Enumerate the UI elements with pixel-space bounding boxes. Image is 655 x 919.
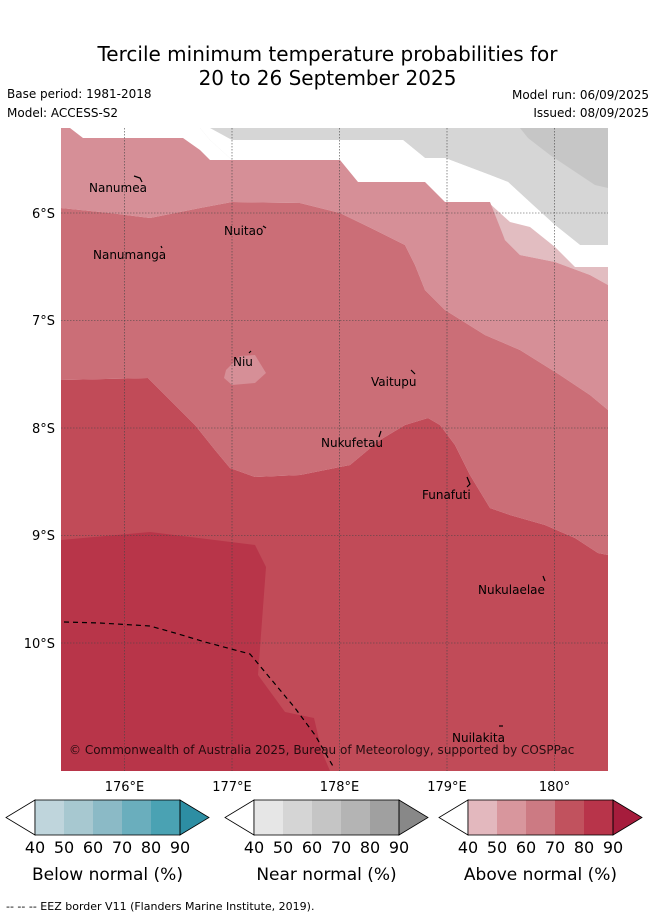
lon-tick-label: 176°E (105, 780, 145, 795)
below-normal-colorbar-low-extend (5, 799, 36, 836)
above-normal-colorbar-high-extend (612, 799, 643, 836)
island-marks (133, 175, 546, 727)
place-label-nuitao: Nuitao (224, 224, 263, 238)
place-label-nukufetau: Nukufetau (321, 436, 383, 450)
above-normal-colorbar-segment (555, 800, 584, 835)
place-label-funafuti: Funafuti (422, 488, 471, 502)
below-normal-colorbar-tick-label: 90 (170, 838, 190, 857)
near-normal-colorbar-tick-label: 70 (331, 838, 351, 857)
below-normal-colorbar-tick-label: 40 (25, 838, 45, 857)
near-normal-colorbar-high-extend (398, 799, 429, 836)
near-normal-colorbar-tick-label: 60 (302, 838, 322, 857)
base-period: Base period: 1981-2018 (7, 87, 152, 101)
place-label-nanumanga: Nanumanga (93, 248, 166, 262)
near-normal-high-region (520, 128, 608, 188)
above-normal-colorbar-tick-label: 40 (458, 838, 478, 857)
above-normal-colorbar-segment (526, 800, 555, 835)
above-normal-colorbar-segment (497, 800, 526, 835)
copyright-notice: © Commonwealth of Australia 2025, Bureau… (69, 743, 574, 757)
place-label-niu: Niu (233, 355, 253, 369)
probability-fields (61, 128, 608, 771)
near-normal-colorbar-title: Near normal (%) (256, 865, 396, 885)
below-normal-colorbar-tick-label: 60 (83, 838, 103, 857)
lon-tick-label: 180° (539, 780, 570, 795)
place-label-nanumea: Nanumea (89, 181, 147, 195)
lon-tick-label: 177°E (212, 780, 252, 795)
near-normal-colorbar-tick-label: 90 (389, 838, 409, 857)
above-normal-70-region (61, 532, 330, 771)
map-title-line1: Tercile minimum temperature probabilitie… (97, 42, 558, 66)
lat-tick-label: 7°S (32, 314, 55, 329)
map-title-line2: 20 to 26 September 2025 (198, 66, 457, 90)
above-normal-colorbar-segment (468, 800, 497, 835)
eez-footer-note: -- -- -- EEZ border V11 (Flanders Marine… (6, 900, 315, 913)
below-normal-colorbar-title: Below normal (%) (32, 865, 183, 885)
below-normal-colorbar-segment (35, 800, 64, 835)
above-normal-colorbar-tick-label: 90 (603, 838, 623, 857)
lon-tick-label: 178°E (320, 780, 360, 795)
above-normal-colorbar-tick-label: 60 (516, 838, 536, 857)
lat-tick-label: 6°S (32, 207, 55, 222)
above-normal-colorbar: 40 50 60 70 80 90 Above normal (%) (438, 799, 643, 885)
near-normal-colorbar-outline (253, 799, 400, 836)
above-normal-40-region (61, 128, 608, 410)
place-label-nuilakita: Nuilakita (452, 731, 505, 745)
above-normal-colorbar-tick-label: 50 (487, 838, 507, 857)
near-normal-colorbar-tick-label: 40 (244, 838, 264, 857)
lat-tick-label: 8°S (32, 422, 55, 437)
below-normal-colorbar: 40 50 60 70 80 90 Below normal (%) (5, 799, 210, 885)
model-run: Model run: 06/09/2025 (511, 88, 649, 102)
above-normal-pale-region (488, 202, 608, 285)
above-normal-colorbar-low-extend (438, 799, 469, 836)
below-normal-colorbar-tick-label: 70 (112, 838, 132, 857)
near-normal-colorbar-tick-label: 50 (273, 838, 293, 857)
near-normal-colorbar-segment (283, 800, 312, 835)
near-normal-colorbar-tick-label: 80 (360, 838, 380, 857)
below-normal-colorbar-segment (93, 800, 122, 835)
near-normal-colorbar-segment (341, 800, 370, 835)
above-normal-colorbar-segment (584, 800, 613, 835)
below-normal-colorbar-segment (151, 800, 180, 835)
place-label-vaitupu: Vaitupu (371, 375, 417, 389)
below-normal-colorbar-high-extend (179, 799, 210, 836)
issued-date: Issued: 08/09/2025 (533, 106, 649, 120)
no-data-strip (61, 128, 608, 265)
lon-tick-label: 179°E (427, 780, 467, 795)
near-normal-colorbar: 40 50 60 70 80 90 Near normal (%) (224, 799, 429, 885)
colorbar-legends: 40 50 60 70 80 90 Below normal (%) 40 50 60 70 80 90… (5, 799, 643, 885)
place-label-nukulaelae: Nukulaelae (478, 583, 545, 597)
model-name: Model: ACCESS-S2 (7, 106, 119, 120)
below-normal-colorbar-outline (34, 799, 181, 836)
near-normal-colorbar-segment (254, 800, 283, 835)
above-normal-colorbar-title: Above normal (%) (464, 865, 617, 885)
near-normal-colorbar-low-extend (224, 799, 255, 836)
above-normal-colorbar-tick-label: 70 (545, 838, 565, 857)
graticule (61, 128, 608, 771)
above-normal-colorbar-tick-label: 80 (574, 838, 594, 857)
lat-tick-label: 9°S (32, 529, 55, 544)
lat-tick-label: 10°S (24, 637, 55, 652)
below-normal-colorbar-tick-label: 50 (54, 838, 74, 857)
below-normal-colorbar-segment (122, 800, 151, 835)
near-normal-colorbar-segment (312, 800, 341, 835)
above-normal-colorbar-outline (467, 799, 614, 836)
below-normal-colorbar-tick-label: 80 (141, 838, 161, 857)
below-normal-colorbar-segment (64, 800, 93, 835)
above-normal-50-island-niu (224, 355, 266, 385)
near-normal-colorbar-segment (370, 800, 399, 835)
above-normal-50-region (61, 202, 608, 555)
eez-border-line (63, 621, 335, 769)
